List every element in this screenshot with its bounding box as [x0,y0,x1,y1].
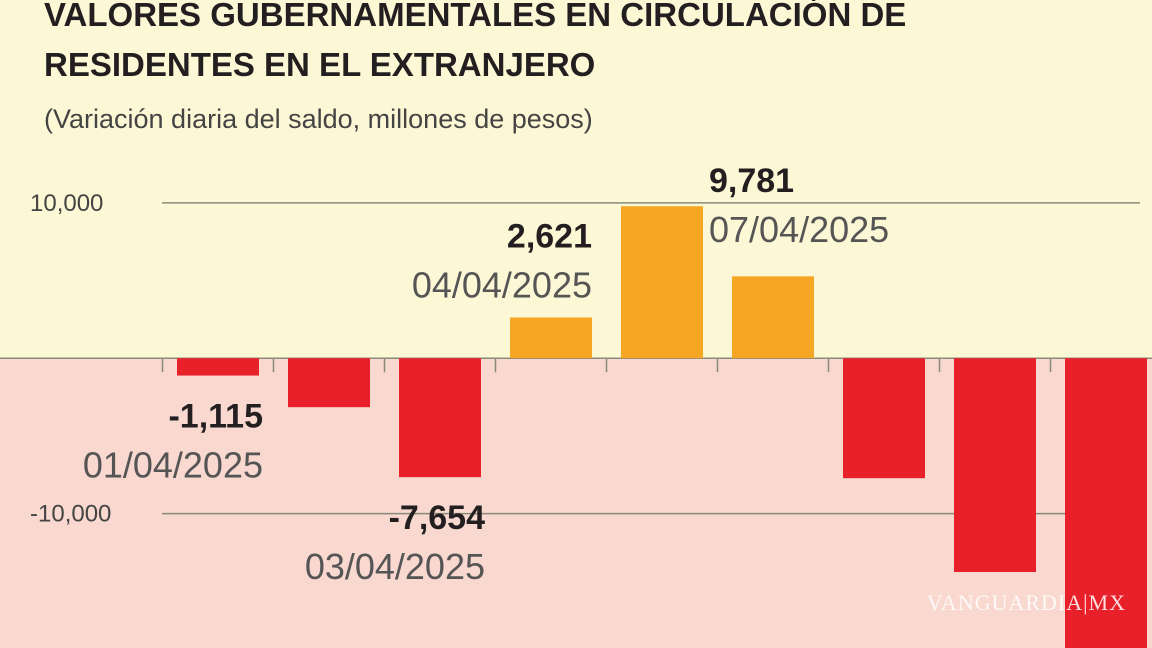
bar [399,358,481,478]
bar [843,358,925,479]
category-label: 07/04/2025 [709,209,889,250]
positive-background [0,0,1152,358]
watermark: VANGUARDIA|MX [927,590,1126,615]
category-label: 03/04/2025 [305,546,485,587]
bar [621,206,703,359]
chart-title: VALORES GUBERNAMENTALES EN CIRCULACIÓN D… [44,0,906,83]
bar [954,358,1036,573]
y-tick-label: 10,000 [30,190,103,217]
bar [177,358,259,376]
value-label: -1,115 [168,398,263,436]
category-label: 04/04/2025 [412,264,592,305]
category-label: 01/04/2025 [83,445,263,486]
y-tick-label: -10,000 [30,501,111,528]
value-label: -7,654 [389,499,485,537]
bar [510,317,592,359]
bar [288,358,370,408]
value-label: 2,621 [507,217,592,255]
chart-subtitle: (Variación diaria del saldo, millones de… [44,104,593,134]
bar [1065,358,1147,648]
value-label: 9,781 [709,162,794,200]
bar [732,276,814,359]
